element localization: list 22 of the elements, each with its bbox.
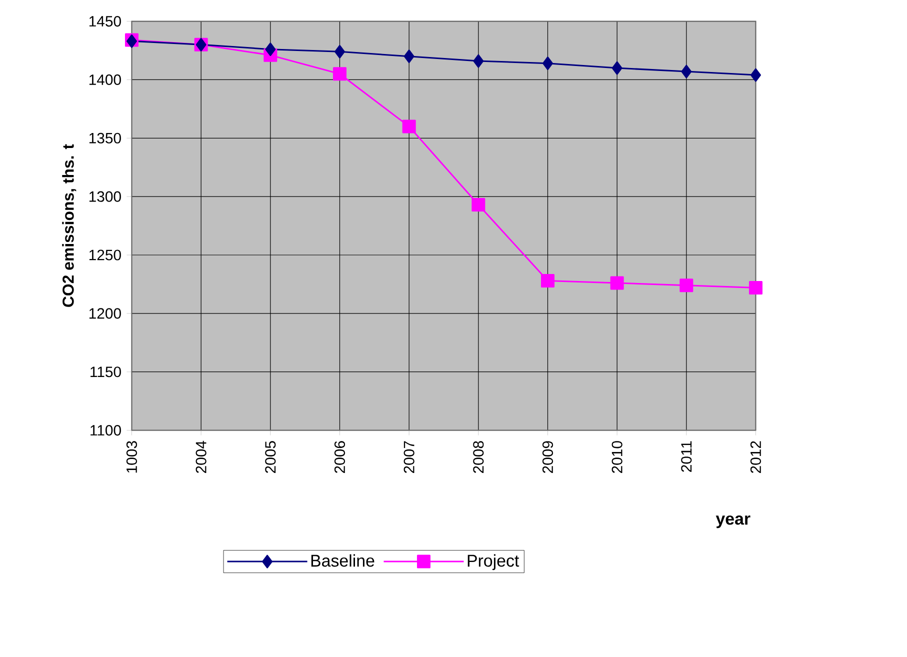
x-tick-label: 2011 — [681, 441, 692, 472]
y-axis-title: CO2 emissions, ths. t — [62, 144, 76, 307]
legend-label: Baseline — [311, 554, 374, 567]
x-tick-label: 2006 — [334, 441, 346, 473]
y-tick-label: 1350 — [89, 132, 121, 144]
y-tick-label: 1250 — [89, 250, 121, 260]
y-tick-label: 1100 — [90, 424, 121, 436]
y-tick-label: 1400 — [89, 74, 121, 85]
x-tick-label: 1003 — [126, 441, 138, 473]
y-tick-label: 1150 — [90, 366, 121, 378]
x-axis-title: year — [716, 515, 750, 528]
legend-label: Project — [468, 554, 520, 570]
y-tick-label: 1450 — [89, 16, 121, 27]
x-tick-label: 2012 — [750, 441, 762, 473]
x-tick-label: 2008 — [473, 441, 484, 473]
x-tick-label: 2010 — [612, 441, 622, 473]
x-tick-label: 2009 — [542, 441, 554, 473]
y-tick-label: 1300 — [89, 191, 121, 202]
x-tick-label: 2005 — [265, 441, 276, 473]
x-tick-label: 2004 — [196, 440, 206, 473]
x-tick-label: 2007 — [404, 441, 414, 473]
y-tick-label: 1200 — [89, 308, 121, 319]
